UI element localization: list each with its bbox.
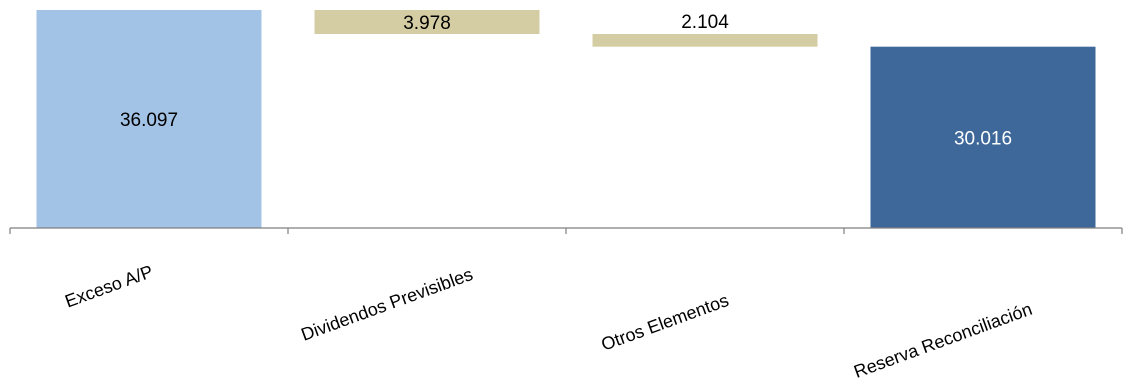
bars-group: [36, 10, 1096, 229]
value-label-0: 36.097: [120, 110, 178, 131]
value-label-1: 3.978: [403, 13, 451, 34]
bar-3: [870, 46, 1096, 229]
category-label-2: Otros Elementos: [599, 290, 732, 355]
bar-2: [592, 34, 818, 47]
category-label-3: Reserva Reconciliación: [851, 299, 1035, 382]
bar-0: [36, 10, 262, 228]
category-label-0: Exceso A/P: [62, 261, 155, 311]
category-label-1: Dividendos Previsibles: [298, 264, 475, 345]
value-label-3: 30.016: [954, 128, 1012, 149]
value-labels-group: 36.097 3.978 2.104 30.016: [120, 12, 1012, 149]
category-labels-group: Exceso A/P Dividendos Previsibles Otros El…: [62, 261, 1034, 382]
value-label-2: 2.104: [681, 12, 729, 33]
bar-1: [314, 10, 540, 34]
x-axis: [9, 227, 1123, 234]
